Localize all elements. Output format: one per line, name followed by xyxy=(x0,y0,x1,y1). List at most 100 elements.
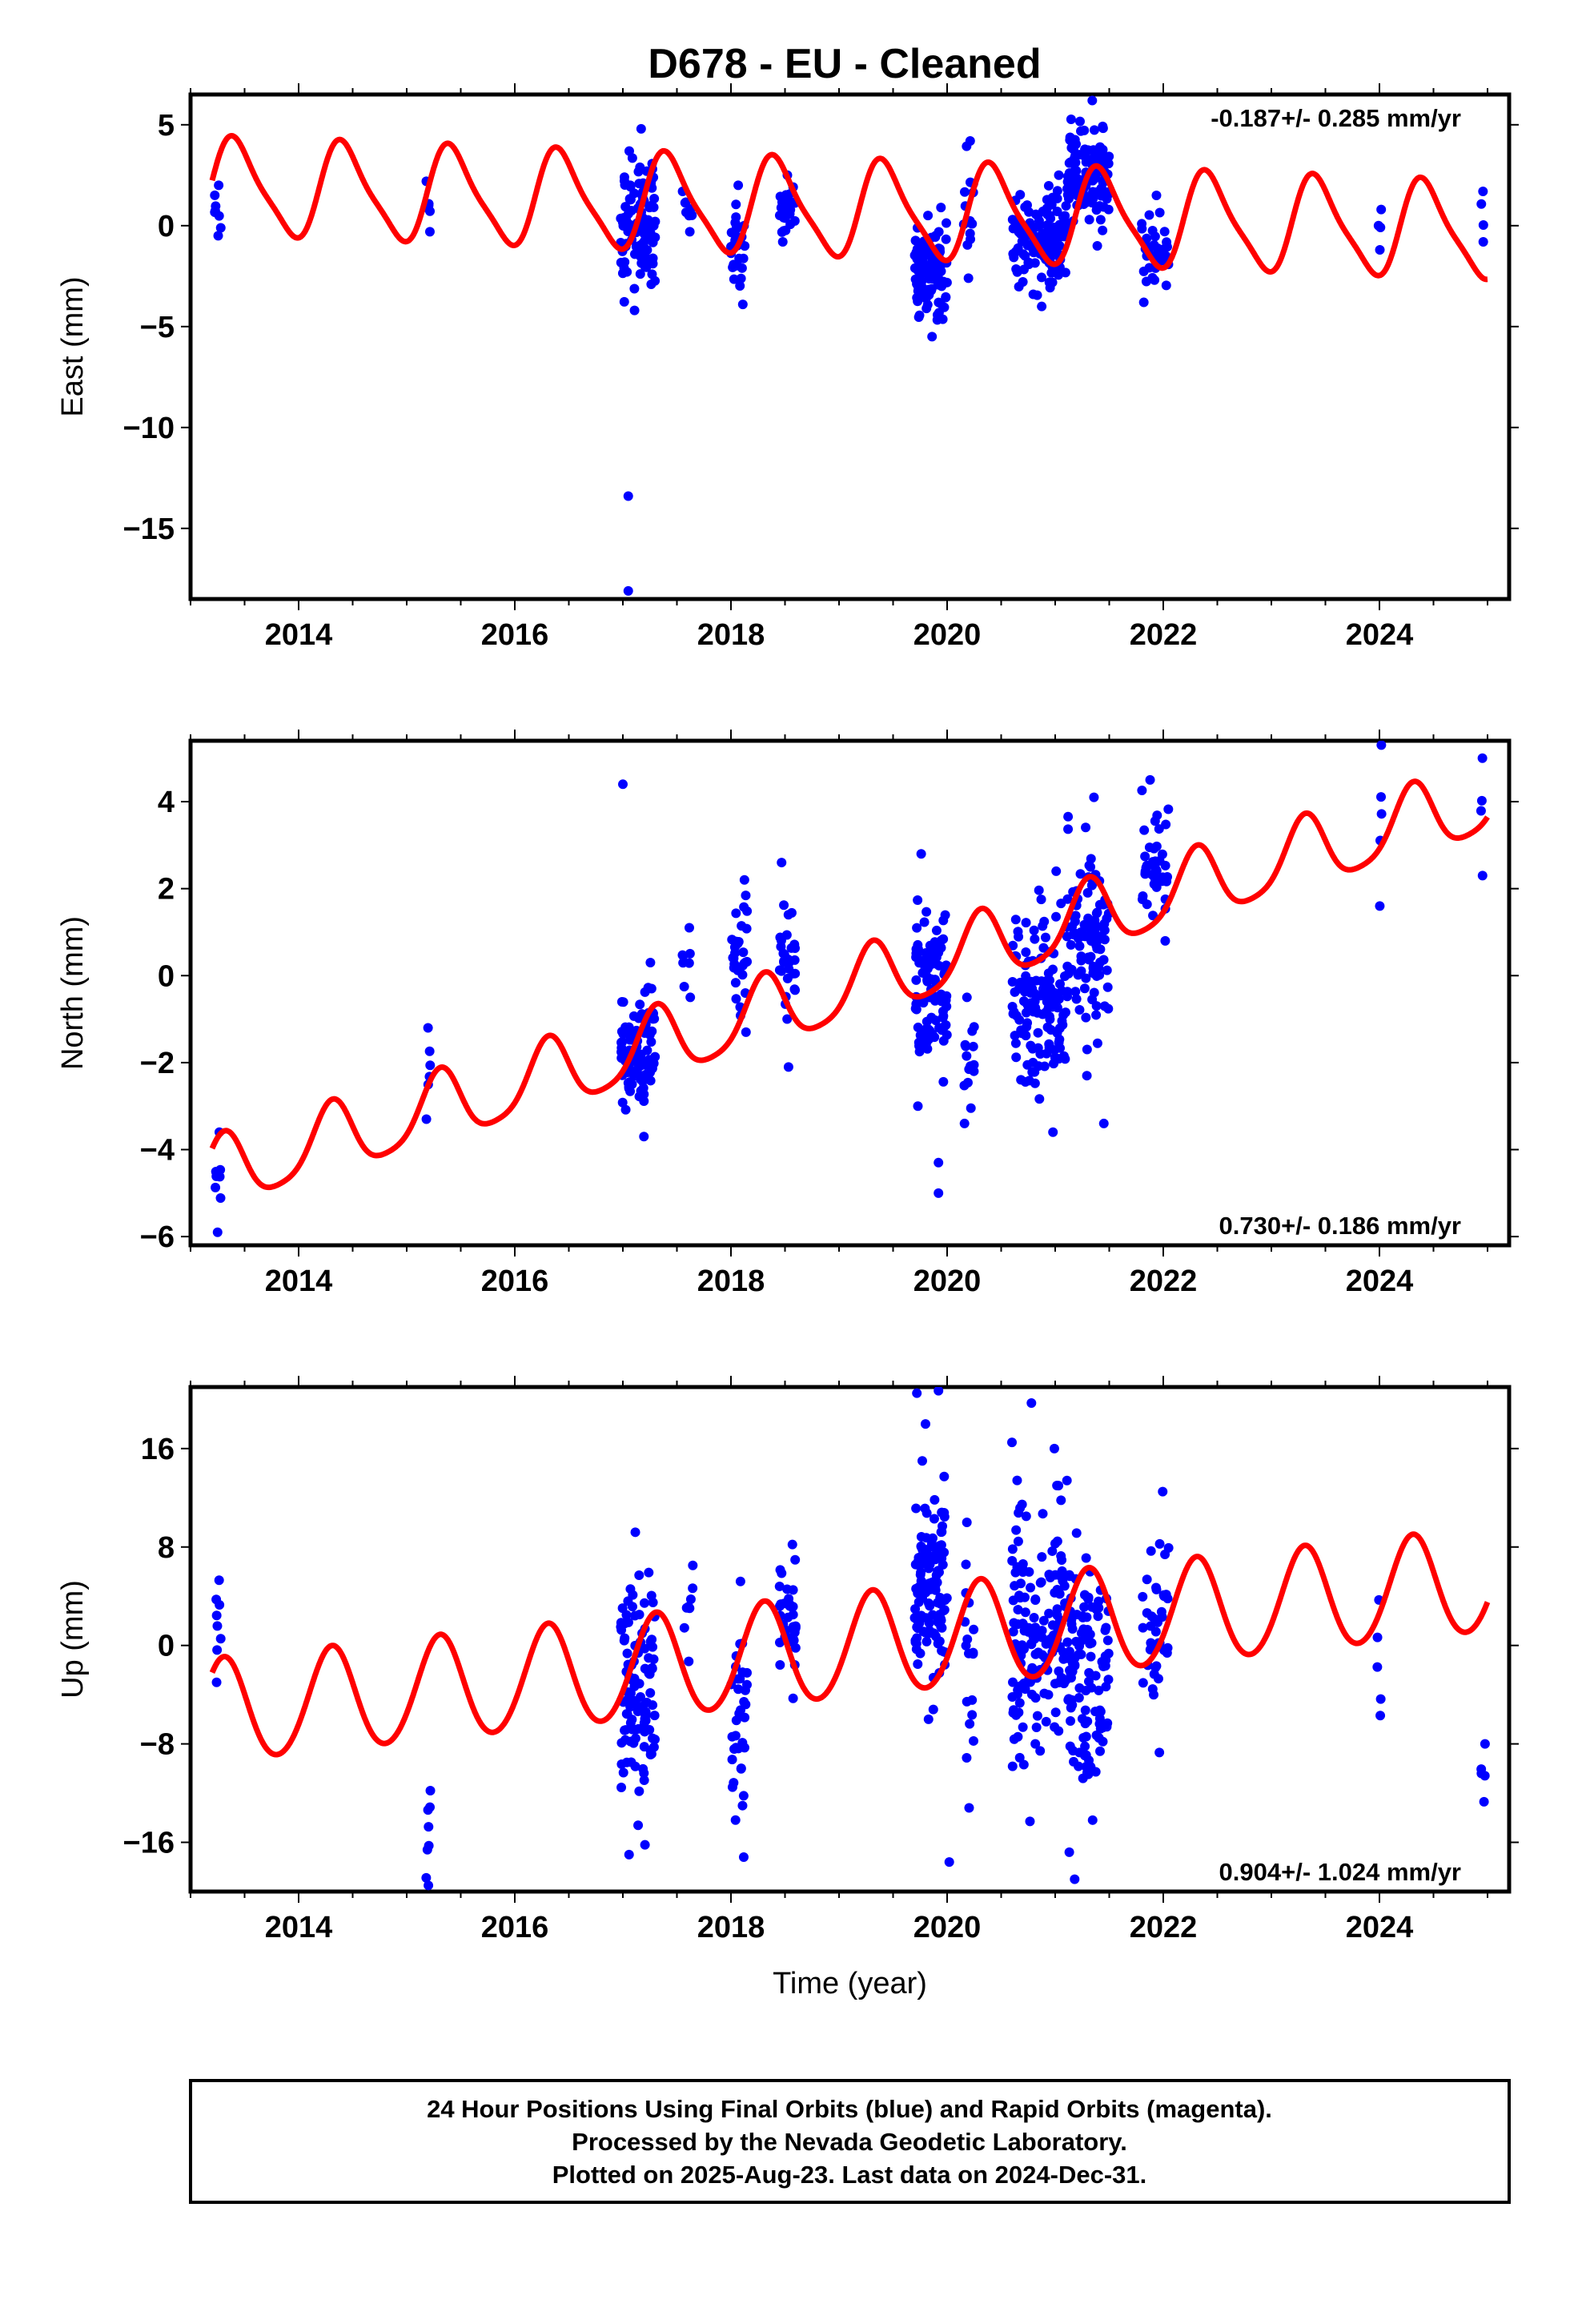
north-data-point xyxy=(922,975,933,985)
north-data-point xyxy=(1071,994,1082,1004)
up-data-point xyxy=(1081,1750,1091,1760)
north-data-point xyxy=(645,957,656,967)
up-data-point xyxy=(1069,1756,1079,1767)
east-y-tick-label: −15 xyxy=(123,513,175,546)
east-data-point xyxy=(934,264,945,275)
east-data-point xyxy=(1098,123,1108,134)
up-data-point xyxy=(1052,1604,1062,1614)
up-data-point xyxy=(214,1575,224,1586)
north-data-point xyxy=(1045,975,1055,986)
east-data-point xyxy=(633,167,644,177)
up-data-point xyxy=(1054,1666,1064,1676)
north-data-point xyxy=(1068,930,1078,940)
up-data-point xyxy=(215,1634,226,1644)
up-data-point xyxy=(685,1594,696,1605)
up-data-point xyxy=(1077,1714,1087,1724)
up-data-point xyxy=(1017,1499,1027,1510)
north-data-point xyxy=(1079,983,1090,994)
north-data-point xyxy=(1054,994,1064,1004)
east-data-point xyxy=(728,262,738,272)
north-data-point xyxy=(1042,1022,1053,1032)
east-data-point xyxy=(942,218,952,228)
east-data-point xyxy=(1007,215,1018,225)
north-data-point xyxy=(1011,1052,1022,1063)
east-data-point xyxy=(924,269,934,279)
up-data-point xyxy=(616,1738,627,1748)
up-data-point xyxy=(1090,1767,1101,1777)
up-data-point xyxy=(911,1503,921,1514)
up-data-point xyxy=(1008,1677,1018,1687)
up-data-point xyxy=(1007,1761,1018,1771)
north-data-point xyxy=(1085,923,1095,933)
north-data-point xyxy=(684,923,694,933)
north-data-point xyxy=(1063,824,1074,834)
up-data-point xyxy=(774,1581,785,1591)
north-data-point xyxy=(1477,870,1488,881)
east-data-point xyxy=(913,292,923,303)
up-outlier-point xyxy=(934,1387,944,1396)
north-data-point xyxy=(1048,1127,1058,1137)
up-data-point xyxy=(774,1601,785,1611)
up-data-point xyxy=(923,1714,934,1724)
east-data-point xyxy=(1065,132,1075,143)
north-data-point xyxy=(1081,1012,1091,1023)
up-data-point xyxy=(211,1610,222,1621)
up-data-point xyxy=(1050,1707,1061,1718)
up-data-point xyxy=(645,1637,656,1647)
east-data-point xyxy=(1062,190,1073,200)
up-x-tick-label: 2024 xyxy=(1346,1911,1414,1944)
north-rate-label: 0.730+/- 0.186 mm/yr xyxy=(1219,1212,1461,1240)
up-data-point xyxy=(735,1576,745,1586)
up-y-tick-label: −8 xyxy=(140,1728,175,1762)
north-data-point xyxy=(1043,1003,1054,1013)
up-data-point xyxy=(618,1767,628,1778)
north-data-point xyxy=(1162,876,1172,887)
up-data-point xyxy=(1375,1711,1386,1721)
up-data-point xyxy=(934,1636,945,1647)
up-data-point xyxy=(912,1622,922,1632)
up-data-point xyxy=(1375,1694,1386,1704)
up-data-point xyxy=(731,1715,741,1726)
up-data-point xyxy=(1026,1582,1036,1593)
up-data-point xyxy=(926,1539,937,1550)
up-model-curve xyxy=(209,1531,1491,1758)
north-data-point xyxy=(921,907,932,917)
east-data-point xyxy=(1032,290,1042,300)
up-data-point xyxy=(1159,1645,1170,1655)
north-data-point xyxy=(914,1047,925,1057)
east-plot-frame xyxy=(188,92,1512,601)
east-y-tick-label: 5 xyxy=(158,109,175,143)
up-data-point xyxy=(912,1615,922,1626)
up-data-point xyxy=(920,1503,930,1514)
up-data-point xyxy=(727,1782,737,1792)
up-data-point xyxy=(629,1679,640,1690)
up-data-point xyxy=(738,1791,749,1801)
footer-line-2: Processed by the Nevada Geodetic Laborat… xyxy=(572,2128,1127,2156)
east-data-point xyxy=(1037,301,1047,312)
east-data-point xyxy=(733,180,744,191)
up-data-point xyxy=(1138,1622,1148,1633)
up-data-point xyxy=(1030,1634,1040,1644)
up-data-point xyxy=(212,1621,223,1631)
footer-line-1: 24 Hour Positions Using Final Orbits (bl… xyxy=(427,2095,1272,2123)
east-data-point xyxy=(729,274,739,284)
north-data-point xyxy=(940,910,950,920)
east-x-tick-label: 2016 xyxy=(481,618,549,652)
north-data-point xyxy=(738,947,749,958)
north-y-tick-label: −4 xyxy=(140,1134,175,1168)
east-data-point xyxy=(737,300,748,310)
footer-box: 24 Hour Positions Using Final Orbits (bl… xyxy=(189,2079,1511,2204)
north-data-point xyxy=(1024,1076,1034,1086)
up-data-point xyxy=(1067,1700,1078,1711)
up-data-point xyxy=(740,1685,750,1695)
north-data-point xyxy=(1094,970,1105,980)
up-data-point xyxy=(1082,1592,1092,1602)
east-data-point xyxy=(927,332,938,342)
up-data-point xyxy=(1062,1637,1073,1647)
east-data-point xyxy=(1149,240,1159,251)
up-y-tick-label: 0 xyxy=(158,1630,175,1663)
east-data-point xyxy=(1052,186,1062,196)
north-data-point xyxy=(1076,951,1086,962)
north-data-point xyxy=(962,992,972,1003)
north-data-point xyxy=(730,978,741,988)
